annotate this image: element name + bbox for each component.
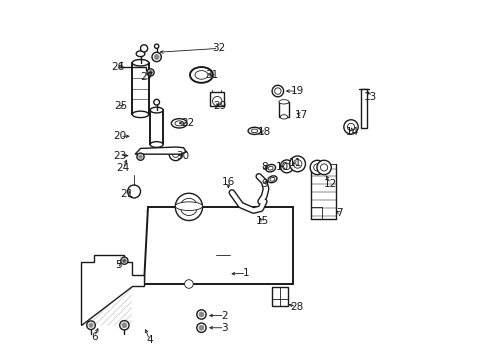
Circle shape bbox=[196, 323, 206, 332]
Ellipse shape bbox=[265, 165, 275, 172]
Text: 7: 7 bbox=[336, 208, 342, 218]
Circle shape bbox=[147, 69, 154, 76]
Polygon shape bbox=[135, 147, 186, 154]
Ellipse shape bbox=[171, 119, 187, 128]
Ellipse shape bbox=[175, 202, 202, 211]
Circle shape bbox=[212, 96, 222, 106]
Circle shape bbox=[271, 85, 283, 97]
Ellipse shape bbox=[150, 107, 163, 113]
Text: 6: 6 bbox=[91, 332, 98, 342]
Circle shape bbox=[280, 160, 293, 173]
Circle shape bbox=[86, 321, 95, 329]
Circle shape bbox=[274, 88, 281, 94]
Text: 20: 20 bbox=[113, 131, 126, 141]
Circle shape bbox=[343, 120, 357, 134]
Ellipse shape bbox=[280, 115, 287, 119]
Text: 30: 30 bbox=[176, 151, 189, 161]
Text: 11: 11 bbox=[288, 158, 302, 168]
Text: 19: 19 bbox=[290, 86, 304, 96]
Ellipse shape bbox=[150, 141, 163, 147]
Polygon shape bbox=[81, 255, 144, 325]
Ellipse shape bbox=[132, 111, 148, 118]
Circle shape bbox=[180, 198, 197, 216]
Circle shape bbox=[196, 310, 206, 319]
Bar bbox=[210, 93, 224, 106]
Circle shape bbox=[89, 323, 93, 327]
Text: 29: 29 bbox=[213, 101, 226, 111]
Text: 8: 8 bbox=[261, 162, 267, 172]
Text: 27: 27 bbox=[140, 72, 153, 82]
Ellipse shape bbox=[251, 129, 257, 133]
Circle shape bbox=[122, 259, 126, 262]
Text: 14: 14 bbox=[345, 127, 358, 136]
Ellipse shape bbox=[267, 176, 276, 183]
Text: 25: 25 bbox=[114, 102, 127, 112]
Text: 32: 32 bbox=[212, 44, 225, 53]
Text: 21: 21 bbox=[120, 189, 133, 199]
Circle shape bbox=[309, 160, 324, 175]
Circle shape bbox=[152, 52, 161, 62]
Circle shape bbox=[139, 155, 142, 158]
Text: 16: 16 bbox=[221, 177, 235, 187]
Text: 4: 4 bbox=[146, 334, 152, 345]
Polygon shape bbox=[144, 207, 292, 284]
Text: 28: 28 bbox=[289, 302, 303, 312]
Circle shape bbox=[283, 163, 289, 170]
Text: 2: 2 bbox=[221, 311, 227, 320]
Ellipse shape bbox=[269, 177, 274, 181]
Ellipse shape bbox=[190, 67, 212, 83]
Text: 9: 9 bbox=[261, 179, 267, 189]
Ellipse shape bbox=[136, 51, 144, 57]
Circle shape bbox=[153, 99, 159, 105]
Circle shape bbox=[346, 123, 354, 131]
Ellipse shape bbox=[247, 127, 261, 134]
Circle shape bbox=[148, 71, 152, 74]
Circle shape bbox=[199, 325, 203, 330]
Text: 10: 10 bbox=[275, 162, 288, 172]
Bar bbox=[150, 110, 163, 144]
Text: 24: 24 bbox=[117, 163, 130, 173]
Circle shape bbox=[140, 45, 147, 52]
Circle shape bbox=[293, 159, 301, 168]
Text: 18: 18 bbox=[257, 127, 270, 137]
Circle shape bbox=[289, 156, 305, 172]
Text: 12: 12 bbox=[323, 179, 337, 189]
Text: 26: 26 bbox=[111, 62, 124, 72]
Circle shape bbox=[320, 164, 327, 171]
Circle shape bbox=[137, 153, 144, 160]
Text: 5: 5 bbox=[115, 260, 122, 270]
Bar bbox=[132, 63, 148, 114]
Circle shape bbox=[121, 257, 128, 264]
Text: 23: 23 bbox=[113, 150, 126, 161]
Text: 13: 13 bbox=[363, 92, 376, 102]
Text: 22: 22 bbox=[181, 118, 194, 128]
Circle shape bbox=[127, 185, 140, 198]
Bar bbox=[360, 89, 366, 128]
Circle shape bbox=[184, 280, 193, 288]
Text: 31: 31 bbox=[204, 70, 218, 80]
Ellipse shape bbox=[195, 71, 207, 79]
Text: 17: 17 bbox=[295, 110, 308, 120]
Text: 3: 3 bbox=[221, 323, 227, 333]
Bar bbox=[278, 102, 288, 117]
Circle shape bbox=[169, 148, 182, 161]
Text: 15: 15 bbox=[255, 216, 268, 226]
Circle shape bbox=[316, 160, 330, 175]
Text: 1: 1 bbox=[243, 268, 249, 278]
Ellipse shape bbox=[132, 59, 148, 66]
Circle shape bbox=[199, 312, 203, 317]
Circle shape bbox=[154, 44, 159, 48]
Circle shape bbox=[120, 320, 129, 330]
Circle shape bbox=[172, 151, 179, 157]
Circle shape bbox=[154, 54, 159, 59]
Bar bbox=[272, 287, 287, 306]
Circle shape bbox=[122, 323, 126, 328]
Circle shape bbox=[175, 193, 202, 221]
Ellipse shape bbox=[267, 166, 273, 170]
Ellipse shape bbox=[175, 121, 183, 126]
Ellipse shape bbox=[278, 100, 288, 104]
Circle shape bbox=[313, 164, 320, 171]
